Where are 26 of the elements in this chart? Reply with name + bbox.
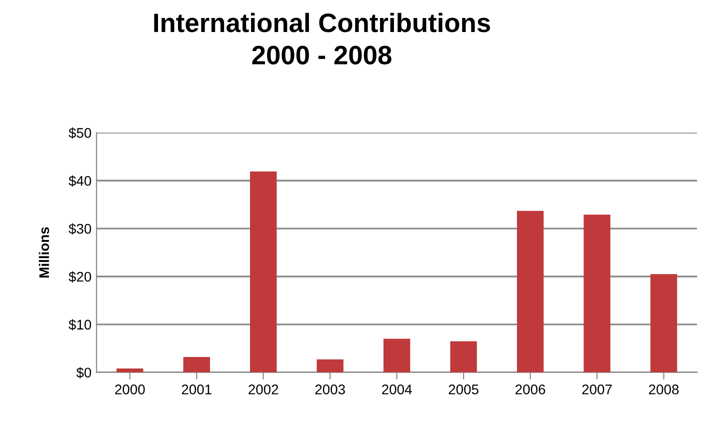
bar (250, 172, 277, 372)
bar (584, 214, 610, 372)
bar (116, 368, 144, 372)
chart-title: International Contributions 2000 - 2008 (154, 12, 490, 64)
bar (516, 210, 544, 372)
x-tick-label: 2008 (649, 384, 679, 394)
x-tick-label: 2002 (248, 384, 278, 394)
bar (316, 359, 344, 372)
y-tick-label: $30 (68, 223, 92, 235)
x-tick-label: 2003 (315, 384, 345, 394)
bar (450, 341, 477, 372)
x-tick-label: 2004 (382, 384, 412, 394)
y-tick-label: $20 (68, 271, 92, 282)
x-tick-label: 2007 (582, 384, 612, 394)
x-tick-label: 2000 (115, 384, 145, 394)
x-tick-label: 2006 (516, 384, 546, 394)
bar (183, 357, 210, 372)
bar (383, 338, 410, 372)
x-tick-label: 2001 (182, 384, 212, 394)
y-tick-label: $10 (68, 319, 92, 330)
x-tick-label: 2005 (448, 384, 478, 394)
y-axis-title: Millions (38, 227, 50, 278)
y-tick-label: $50 (68, 127, 92, 139)
bar (650, 274, 678, 372)
y-tick-label: $40 (68, 175, 92, 187)
y-tick-label: $0 (76, 367, 92, 378)
